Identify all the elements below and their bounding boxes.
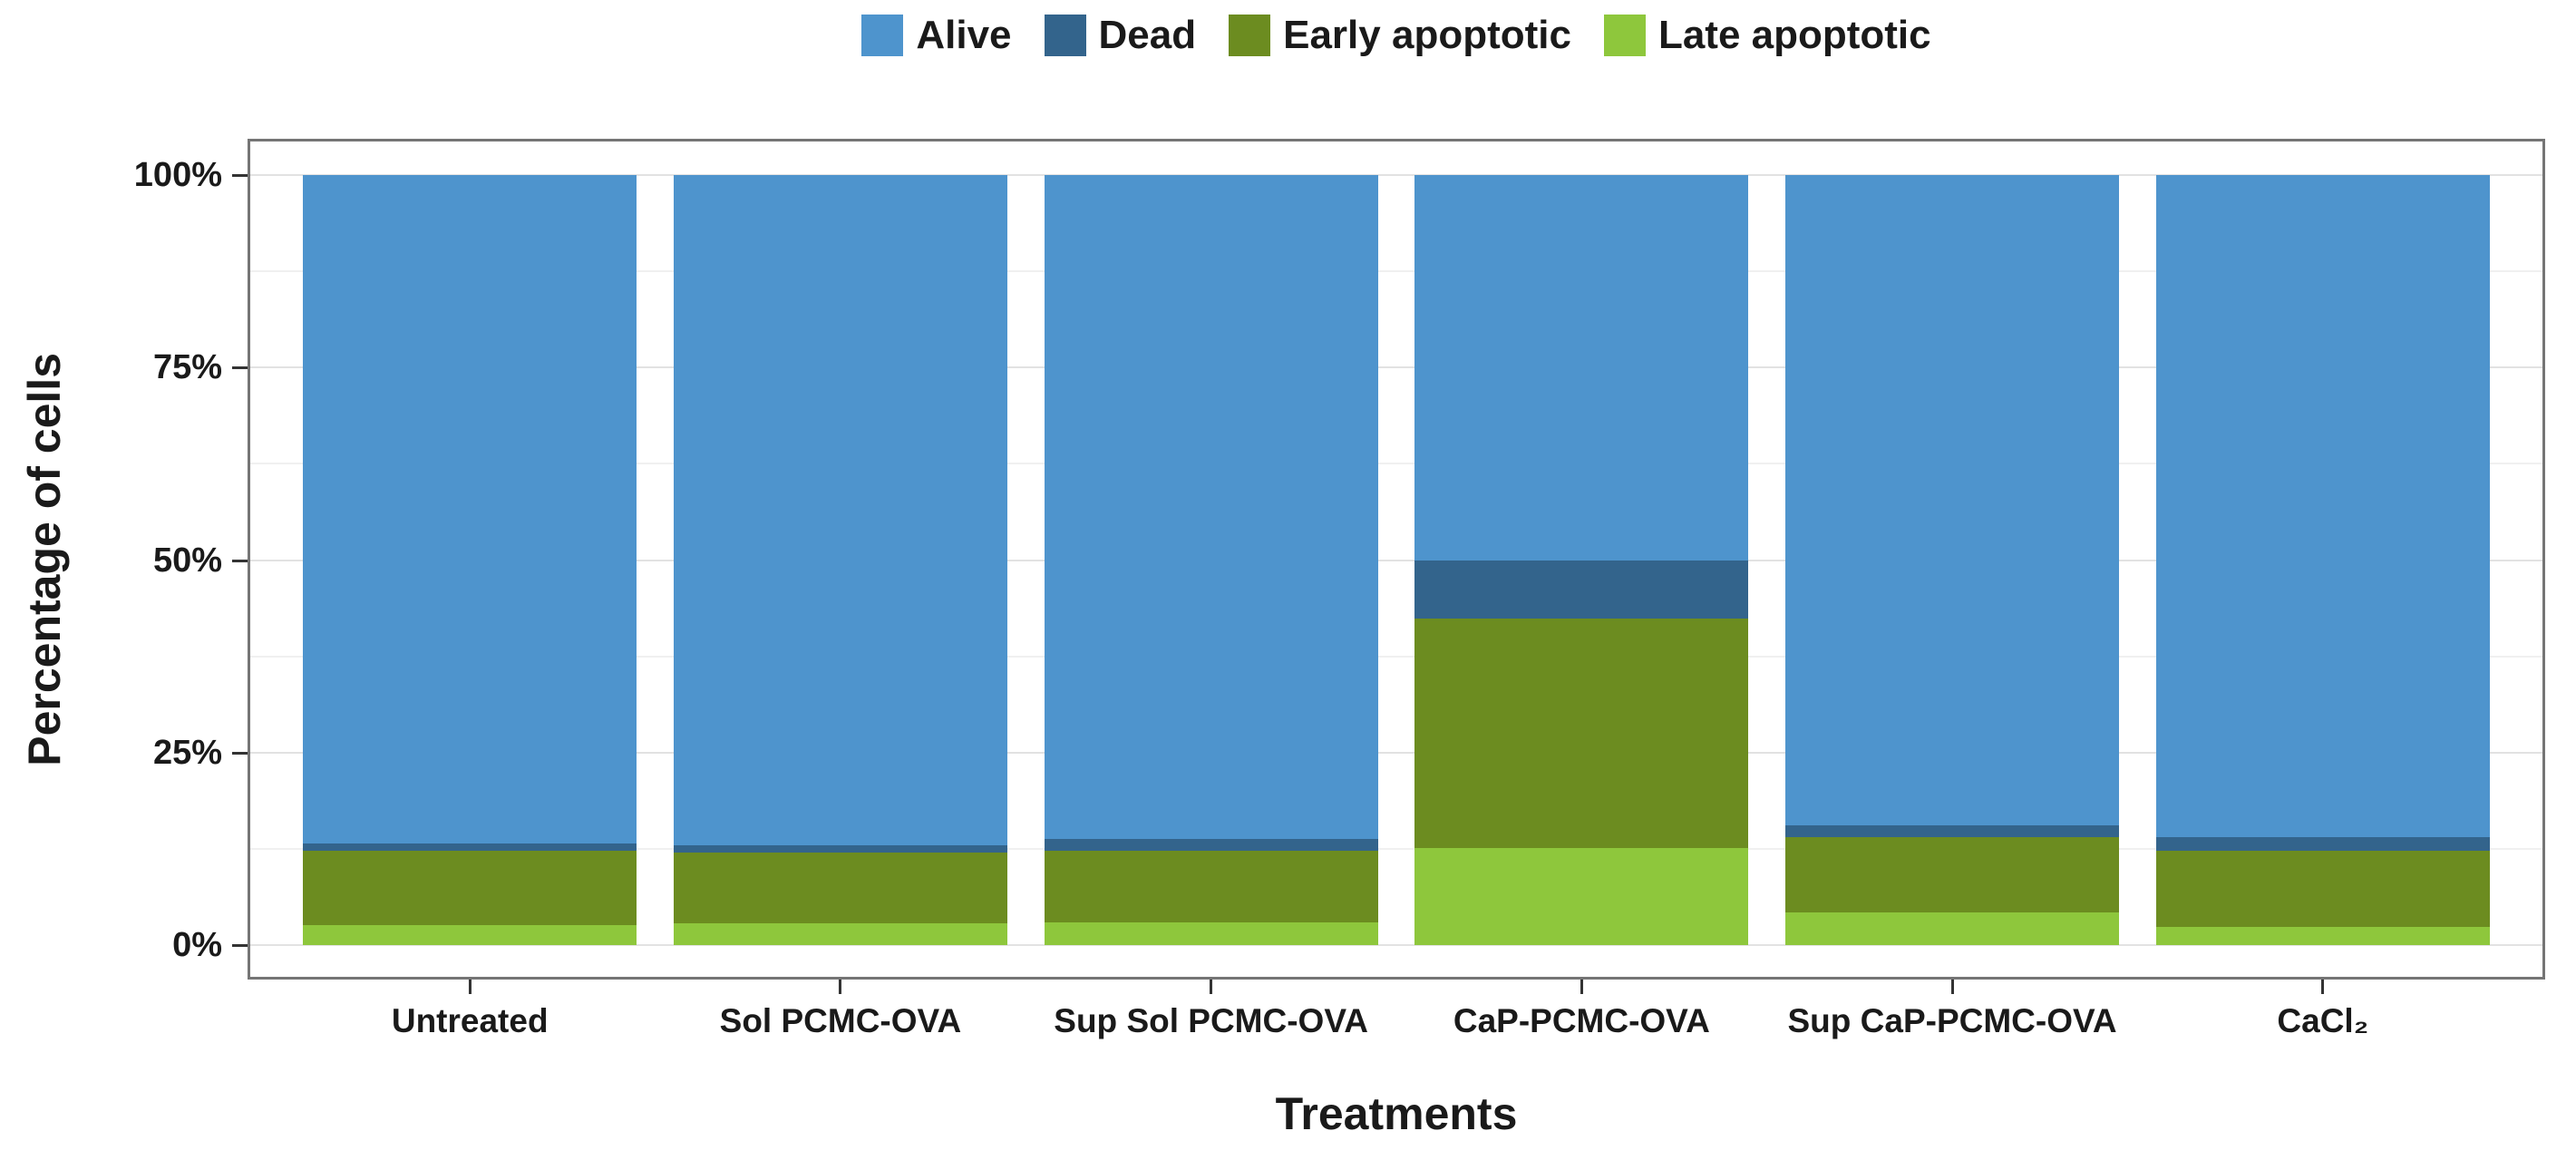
- plot-panel: [248, 139, 2545, 980]
- gridline-minor: [248, 655, 2545, 658]
- bar-segment-late-apoptotic: [1414, 848, 1749, 945]
- bar-segment-dead: [1785, 825, 2119, 838]
- legend-label: Late apoptotic: [1657, 13, 1931, 57]
- bar-segment-alive: [303, 175, 637, 843]
- y-tick-mark: [232, 944, 248, 947]
- y-tick-mark: [232, 174, 248, 177]
- gridline-major: [248, 559, 2545, 561]
- legend-label: Alive: [916, 13, 1012, 57]
- x-tick-label: Untreated: [391, 1002, 549, 1039]
- legend-swatch-dead: [1044, 15, 1086, 56]
- x-tick-mark: [839, 980, 842, 994]
- legend-item: Early apoptotic: [1229, 13, 1571, 58]
- legend-item: Alive: [861, 13, 1012, 58]
- x-axis-title: Treatments: [1275, 1088, 1518, 1139]
- bar-segment-late-apoptotic: [674, 923, 1007, 945]
- bar-segment-dead: [2155, 837, 2490, 852]
- bar-segment-late-apoptotic: [1044, 921, 1378, 945]
- legend-item: Late apoptotic: [1603, 13, 1931, 58]
- x-tick-mark: [1580, 980, 1583, 994]
- bar-segment-early-apoptotic: [1414, 619, 1749, 849]
- x-tick-label: Sup Sol PCMC-OVA: [1054, 1002, 1368, 1039]
- y-tick-mark: [232, 559, 248, 562]
- bar-segment-dead: [1414, 561, 1749, 619]
- bar-segment-alive: [1785, 175, 2119, 826]
- bar-segment-late-apoptotic: [1785, 912, 2119, 945]
- x-tick-label: CaP-PCMC-OVA: [1453, 1002, 1710, 1039]
- gridline-minor: [248, 270, 2545, 273]
- y-tick-mark: [232, 751, 248, 755]
- bar-segment-early-apoptotic: [1785, 837, 2119, 913]
- gridline-major: [248, 174, 2545, 176]
- legend-swatch-early-apoptotic: [1229, 15, 1271, 56]
- x-tick-label: CaCl₂: [2277, 1002, 2369, 1039]
- y-tick-mark: [232, 366, 248, 370]
- legend-swatch-late-apoptotic: [1603, 15, 1646, 56]
- x-tick-label: Sol PCMC-OVA: [719, 1002, 962, 1039]
- legend-label: Early apoptotic: [1283, 13, 1571, 57]
- bar-segment-early-apoptotic: [1044, 851, 1378, 922]
- x-tick-mark: [1210, 980, 1213, 994]
- x-tick-mark: [1950, 980, 1954, 994]
- bar-segment-early-apoptotic: [2155, 851, 2490, 927]
- y-tick-label: 50%: [152, 541, 222, 580]
- x-tick-label: Sup CaP-PCMC-OVA: [1787, 1002, 2117, 1039]
- bar-segment-late-apoptotic: [303, 924, 637, 945]
- bar-segment-dead: [674, 844, 1007, 853]
- x-tick-mark: [468, 980, 471, 994]
- bar-segment-dead: [303, 843, 637, 852]
- gridline-minor: [248, 847, 2545, 850]
- y-tick-label: 0%: [172, 926, 222, 964]
- legend-label: Dead: [1098, 13, 1197, 57]
- bar-segment-late-apoptotic: [2155, 926, 2490, 945]
- bar-segment-dead: [1044, 838, 1378, 852]
- x-tick-mark: [2321, 980, 2325, 994]
- y-tick-label: 75%: [152, 348, 222, 387]
- bar-segment-alive: [1044, 175, 1378, 839]
- bar-segment-alive: [1414, 175, 1749, 561]
- gridline-major: [248, 366, 2545, 369]
- bar-segment-early-apoptotic: [303, 851, 637, 925]
- y-tick-label: 100%: [133, 156, 222, 194]
- gridline-minor: [248, 463, 2545, 465]
- chart-legend: Alive Dead Early apoptotic Late apoptotic: [248, 13, 2545, 58]
- legend-item: Dead: [1044, 13, 1197, 58]
- gridline-major: [248, 751, 2545, 754]
- legend-swatch-alive: [861, 15, 904, 56]
- bar-segment-alive: [674, 175, 1007, 845]
- bar-segment-alive: [2155, 175, 2490, 838]
- bar-segment-early-apoptotic: [674, 853, 1007, 924]
- gridline-major: [248, 944, 2545, 946]
- y-tick-label: 25%: [152, 733, 222, 772]
